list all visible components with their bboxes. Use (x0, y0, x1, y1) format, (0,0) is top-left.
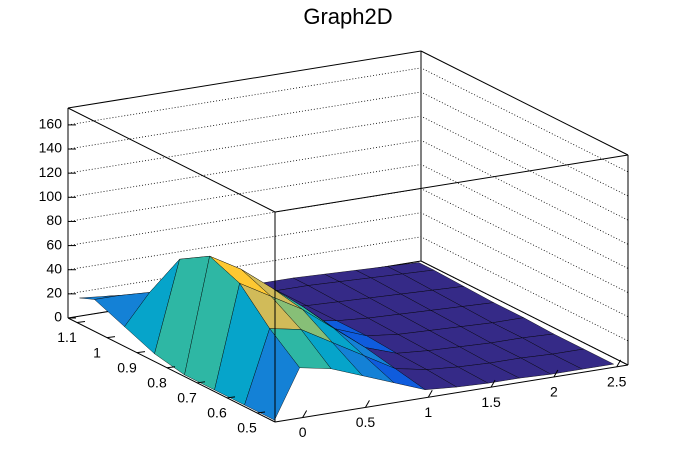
x-tick-label: 0.5 (356, 414, 376, 430)
x-tick-label: 1.5 (481, 394, 501, 410)
chart-title: Graph2D (303, 4, 392, 29)
z-tick-label: 0 (54, 309, 62, 325)
box-edge (420, 260, 629, 366)
box-edge (420, 50, 629, 156)
x-tick (427, 390, 433, 398)
y-tick-label: 1.1 (57, 329, 77, 345)
y-tick-label: 0.7 (177, 390, 197, 406)
box-edge (67, 317, 276, 423)
x-tick (302, 410, 308, 418)
z-tick-label: 40 (46, 260, 62, 276)
grid-line (67, 67, 629, 173)
y-tick (226, 396, 236, 399)
z-tick-label: 100 (39, 188, 63, 204)
x-tick (365, 400, 370, 408)
y-tick-label: 0.5 (237, 420, 257, 436)
box-edge (274, 364, 629, 423)
y-tick-label: 0.8 (147, 374, 167, 390)
y-tick (136, 351, 146, 354)
z-tick-label: 80 (46, 212, 62, 228)
y-tick-label: 0.6 (207, 405, 227, 421)
y-tick (196, 381, 206, 384)
y-tick (106, 336, 116, 339)
box-edge (67, 50, 422, 109)
x-tick (553, 369, 559, 378)
x-tick (490, 379, 496, 388)
y-tick (76, 321, 86, 324)
x-tick-label: 0 (299, 424, 307, 440)
z-tick-label: 160 (39, 116, 63, 132)
grid-line (67, 91, 629, 197)
y-tick (166, 366, 176, 369)
y-tick-label: 1 (93, 344, 101, 360)
z-tick-label: 20 (46, 285, 62, 301)
surface-cell (244, 328, 300, 421)
box-edge (274, 154, 629, 213)
grid-line (67, 139, 629, 245)
x-tick-label: 1 (424, 404, 432, 420)
z-tick-label: 60 (46, 236, 62, 252)
z-tick-label: 140 (39, 140, 63, 156)
x-tick (616, 359, 622, 368)
y-tick-label: 0.9 (117, 359, 137, 375)
box-edge (67, 107, 276, 213)
y-tick (256, 411, 266, 414)
x-tick-label: 2.5 (607, 374, 627, 390)
grid-line (67, 164, 629, 269)
x-tick-label: 2 (550, 384, 558, 400)
z-tick-label: 120 (39, 164, 63, 180)
